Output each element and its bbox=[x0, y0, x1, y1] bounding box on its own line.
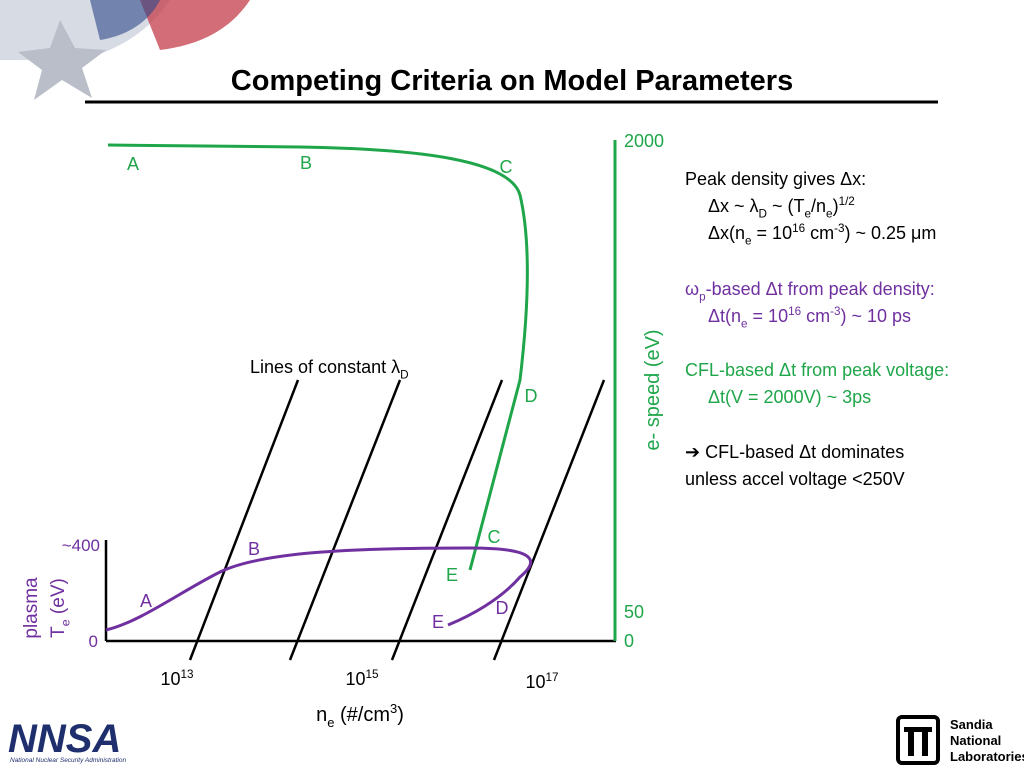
superscript: 15 bbox=[366, 668, 380, 681]
text-run: Δt(V = 2000V) ~ 3ps bbox=[708, 387, 871, 407]
subscript: e bbox=[59, 619, 73, 626]
text-run: Δx(n bbox=[708, 223, 745, 243]
superscript: 16 bbox=[788, 305, 801, 318]
text-run: n bbox=[316, 704, 327, 726]
diagram: ABCDCEABDECLines of constant λD~4000plas… bbox=[21, 131, 664, 730]
left-tick-label: ~400 bbox=[62, 536, 100, 555]
subscript: D bbox=[400, 368, 408, 381]
nnsa-caption: National Nuclear Security Administration bbox=[10, 757, 126, 764]
left-axis-label: plasma bbox=[21, 577, 42, 639]
superscript: 1/2 bbox=[839, 195, 855, 208]
purple-curve bbox=[105, 546, 533, 632]
lambda-lines bbox=[188, 379, 606, 661]
text-run: = 10 bbox=[748, 306, 789, 326]
left-tick-label: 0 bbox=[89, 632, 98, 651]
text-run: ) ~ 0.25 μm bbox=[845, 223, 937, 243]
text-run: ) ~ 10 ps bbox=[841, 306, 912, 326]
subscript: D bbox=[759, 207, 767, 220]
text-run: 10 bbox=[160, 669, 180, 689]
nnsa-mark: NNSA bbox=[8, 717, 121, 761]
superscript: 16 bbox=[792, 222, 805, 235]
text-run: ) bbox=[397, 704, 404, 726]
subscript: e bbox=[805, 207, 812, 220]
right-tick-label: 0 bbox=[624, 631, 634, 651]
text-run: ➔ CFL-based Δt dominates bbox=[685, 442, 904, 462]
text-run: 10 bbox=[345, 669, 365, 689]
text-run: (eV) bbox=[48, 578, 69, 619]
right-tick-label: 50 bbox=[624, 602, 644, 622]
text-run: 10 bbox=[525, 672, 545, 692]
green-curve-label: C bbox=[488, 527, 501, 547]
text-run: (#/cm bbox=[334, 704, 390, 726]
subscript: e bbox=[741, 317, 748, 330]
purple-curve-label: A bbox=[140, 591, 152, 611]
text-run: CFL-based Δt from peak voltage: bbox=[685, 360, 949, 380]
subscript: p bbox=[699, 290, 706, 303]
text-run: ω bbox=[685, 279, 699, 299]
slide-title: Competing Criteria on Model Parameters bbox=[231, 65, 793, 97]
note-line: Δx ~ λD ~ (Te/ne)1/2 bbox=[708, 195, 855, 221]
note-line: CFL-based Δt from peak voltage: bbox=[685, 360, 949, 380]
note-line: Peak density gives Δx: bbox=[685, 169, 866, 189]
note-line: Δx(ne = 1016 cm-3) ~ 0.25 μm bbox=[708, 222, 936, 248]
superscript: -3 bbox=[830, 305, 840, 318]
x-tick-label: 1013 bbox=[160, 668, 193, 689]
left-axis-label: Te (eV) bbox=[48, 578, 73, 638]
text-run: Peak density gives Δx: bbox=[685, 169, 866, 189]
sandia-line: Laboratories bbox=[950, 749, 1024, 764]
subscript: e bbox=[327, 715, 334, 730]
text-run: /n bbox=[811, 196, 826, 216]
text-run: cm bbox=[805, 223, 834, 243]
note-line: Δt(V = 2000V) ~ 3ps bbox=[708, 387, 871, 407]
green-curve-label: B bbox=[300, 153, 312, 173]
sandia-line: Sandia bbox=[950, 717, 993, 732]
superscript: 13 bbox=[181, 668, 194, 681]
text-run: -based Δt from peak density: bbox=[706, 279, 935, 299]
subscript: e bbox=[826, 207, 833, 220]
note-line: ➔ CFL-based Δt dominates bbox=[685, 442, 904, 462]
corner-emblem bbox=[0, 0, 250, 100]
text-run: Δx ~ λ bbox=[708, 196, 759, 216]
sandia-logo: Sandia National Laboratories bbox=[896, 715, 1024, 765]
right-tick-label: 2000 bbox=[624, 131, 664, 151]
purple-curve-label: B bbox=[248, 539, 260, 559]
text-run: plasma bbox=[21, 577, 42, 639]
text-run: cm bbox=[801, 306, 830, 326]
green-curve bbox=[107, 143, 529, 571]
text-run: ~ (T bbox=[767, 196, 805, 216]
x-axis-label: ne (#/cm3) bbox=[316, 701, 404, 730]
subscript: e bbox=[745, 234, 752, 247]
x-tick-label: 1017 bbox=[525, 671, 558, 692]
green-curve-label: C bbox=[500, 157, 513, 177]
superscript: 17 bbox=[546, 671, 559, 684]
green-curve-label: E bbox=[446, 565, 458, 585]
text-run: Δt(n bbox=[708, 306, 741, 326]
text-run: = 10 bbox=[752, 223, 793, 243]
right-axis-label: e- speed (eV) bbox=[642, 329, 664, 450]
sandia-line: National bbox=[950, 733, 1001, 748]
text-run: unless accel voltage <250V bbox=[685, 469, 905, 489]
green-curve-label: A bbox=[127, 154, 139, 174]
notes: Peak density gives Δx:Δx ~ λD ~ (Te/ne)1… bbox=[685, 169, 949, 489]
nnsa-logo: NNSA National Nuclear Security Administr… bbox=[8, 717, 126, 764]
note-line: ωp-based Δt from peak density: bbox=[685, 279, 935, 303]
superscript: -3 bbox=[834, 222, 844, 235]
purple-curve-label: D bbox=[496, 598, 509, 618]
text-run: T bbox=[48, 626, 69, 638]
text-run: Lines of constant λ bbox=[250, 357, 400, 377]
x-tick-label: 1015 bbox=[345, 668, 379, 689]
note-line: Δt(ne = 1016 cm-3) ~ 10 ps bbox=[708, 305, 911, 331]
superscript: 3 bbox=[390, 701, 397, 716]
text-run: ) bbox=[833, 196, 839, 216]
purple-curve-label: E bbox=[432, 612, 444, 632]
lambda-lines-label: Lines of constant λD bbox=[250, 357, 409, 381]
note-line: unless accel voltage <250V bbox=[685, 469, 905, 489]
green-curve-label: D bbox=[525, 386, 538, 406]
